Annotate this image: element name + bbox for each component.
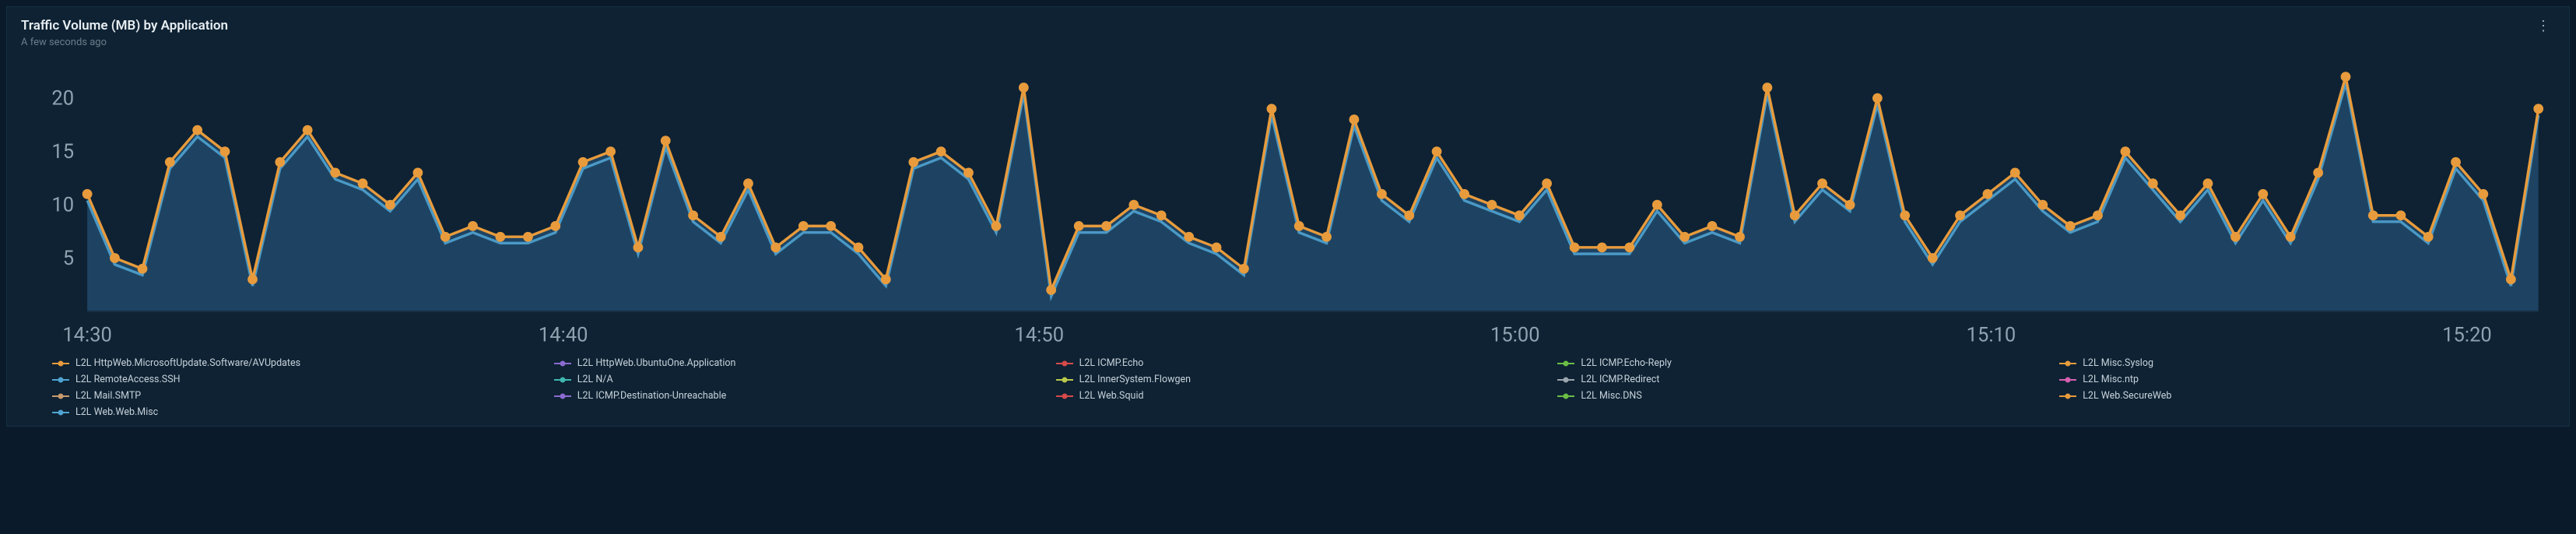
legend-swatch-icon xyxy=(554,360,571,367)
svg-text:5: 5 xyxy=(63,247,74,270)
legend-swatch-icon xyxy=(1056,360,1073,367)
legend-swatch-icon xyxy=(52,360,69,367)
panel-subtitle: A few seconds ago xyxy=(21,37,228,48)
legend-label: L2L ICMP.Redirect xyxy=(1581,374,1659,385)
svg-text:15: 15 xyxy=(51,140,74,163)
legend-item[interactable]: L2L Web.SecureWeb xyxy=(2059,390,2555,402)
legend-swatch-icon xyxy=(1557,392,1574,400)
legend-item[interactable]: L2L RemoteAccess.SSH xyxy=(52,374,548,385)
chart-svg: 5 10 15 20 14:30 14:40 14:50 15:00 15:10 15:20 xyxy=(21,53,2555,351)
legend-swatch-icon xyxy=(2059,392,2076,400)
legend-item[interactable]: L2L Mail.SMTP xyxy=(52,390,548,402)
title-block: Traffic Volume (MB) by Application A few… xyxy=(21,18,228,48)
legend-item[interactable]: L2L HttpWeb.UbuntuOne.Application xyxy=(554,357,1050,369)
legend: L2L HttpWeb.MicrosoftUpdate.Software/AVU… xyxy=(21,357,2555,418)
svg-text:14:50: 14:50 xyxy=(1014,323,1064,346)
legend-label: L2L RemoteAccess.SSH xyxy=(75,374,181,385)
legend-item[interactable]: L2L Misc.Syslog xyxy=(2059,357,2555,369)
legend-label: L2L Web.SecureWeb xyxy=(2083,390,2171,402)
legend-swatch-icon xyxy=(2059,376,2076,384)
legend-item[interactable]: L2L Web.Squid xyxy=(1056,390,1552,402)
legend-label: L2L ICMP.Echo xyxy=(1079,357,1144,369)
svg-text:15:00: 15:00 xyxy=(1490,323,1540,346)
kebab-menu-icon[interactable]: ⋮ xyxy=(2532,18,2555,35)
legend-item[interactable]: L2L ICMP.Destination-Unreachable xyxy=(554,390,1050,402)
legend-swatch-icon xyxy=(1557,376,1574,384)
svg-text:14:30: 14:30 xyxy=(62,323,112,346)
legend-item[interactable]: L2L ICMP.Redirect xyxy=(1557,374,2053,385)
legend-label: L2L Misc.Syslog xyxy=(2083,357,2153,369)
legend-swatch-icon xyxy=(2059,360,2076,367)
legend-swatch-icon xyxy=(52,392,69,400)
legend-item[interactable]: L2L ICMP.Echo xyxy=(1056,357,1552,369)
legend-item[interactable]: L2L Web.Web.Misc xyxy=(52,406,548,418)
legend-label: L2L Misc.ntp xyxy=(2083,374,2139,385)
legend-swatch-icon xyxy=(1056,376,1073,384)
legend-item[interactable]: L2L InnerSystem.Flowgen xyxy=(1056,374,1552,385)
legend-swatch-icon xyxy=(554,376,571,384)
svg-text:10: 10 xyxy=(51,194,74,217)
legend-swatch-icon xyxy=(52,376,69,384)
svg-text:14:40: 14:40 xyxy=(539,323,588,346)
legend-label: L2L ICMP.Echo-Reply xyxy=(1581,357,1672,369)
legend-label: L2L Web.Squid xyxy=(1079,390,1144,402)
legend-label: L2L HttpWeb.UbuntuOne.Application xyxy=(577,357,736,369)
chart: 5 10 15 20 14:30 14:40 14:50 15:00 15:10 15:20 xyxy=(21,53,2555,351)
legend-swatch-icon xyxy=(52,409,69,416)
svg-text:15:10: 15:10 xyxy=(1967,323,2016,346)
legend-label: L2L Misc.DNS xyxy=(1581,390,1641,402)
svg-text:20: 20 xyxy=(51,87,74,111)
legend-label: L2L ICMP.Destination-Unreachable xyxy=(577,390,726,402)
legend-item[interactable]: L2L N/A xyxy=(554,374,1050,385)
panel-header: Traffic Volume (MB) by Application A few… xyxy=(21,18,2555,48)
panel-title: Traffic Volume (MB) by Application xyxy=(21,18,228,33)
legend-label: L2L Web.Web.Misc xyxy=(75,406,158,418)
legend-swatch-icon xyxy=(1557,360,1574,367)
panel: Traffic Volume (MB) by Application A few… xyxy=(6,6,2570,427)
legend-swatch-icon xyxy=(554,392,571,400)
legend-label: L2L N/A xyxy=(577,374,613,385)
legend-label: L2L InnerSystem.Flowgen xyxy=(1079,374,1191,385)
legend-item[interactable]: L2L Misc.DNS xyxy=(1557,390,2053,402)
legend-item[interactable]: L2L ICMP.Echo-Reply xyxy=(1557,357,2053,369)
svg-text:15:20: 15:20 xyxy=(2442,323,2492,346)
legend-item[interactable]: L2L HttpWeb.MicrosoftUpdate.Software/AVU… xyxy=(52,357,548,369)
legend-swatch-icon xyxy=(1056,392,1073,400)
legend-label: L2L HttpWeb.MicrosoftUpdate.Software/AVU… xyxy=(75,357,300,369)
legend-item[interactable]: L2L Misc.ntp xyxy=(2059,374,2555,385)
legend-label: L2L Mail.SMTP xyxy=(75,390,141,402)
